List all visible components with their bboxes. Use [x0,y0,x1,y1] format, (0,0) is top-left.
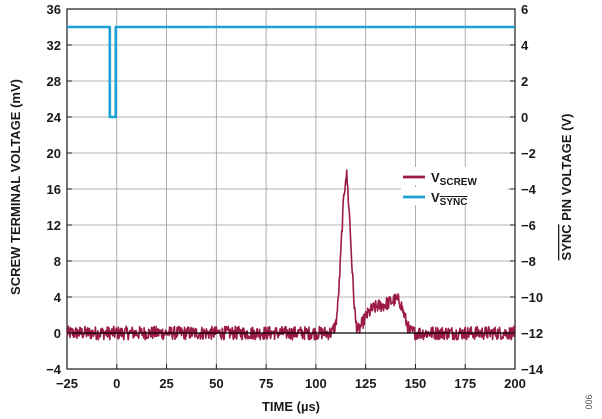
y-right-tick-label: −2 [521,146,536,161]
legend-background [401,167,507,185]
y-right-tick-label: 4 [521,38,529,53]
y-left-tick-label: 4 [54,290,62,305]
y-axis-right-title-overline-part: SYNC [559,224,574,261]
y-left-tick-label: −4 [46,362,62,377]
legend-label: VSYNC [431,190,467,208]
y-axis-left-title: SCREW TERMINAL VOLTAGE (mV) [8,79,23,295]
y-axis-right-title-rest: PIN VOLTAGE (V) [559,114,574,225]
x-tick-label: 0 [113,376,120,391]
y-left-tick-label: 12 [47,218,61,233]
y-left-tick-label: 16 [47,182,61,197]
y-axis-right-title: SYNC PIN VOLTAGE (V) [559,114,574,261]
y-left-tick-label: 28 [47,74,61,89]
y-right-tick-label: −10 [521,290,543,305]
y-right-tick-label: −14 [521,362,544,377]
x-tick-label: 175 [454,376,476,391]
y-left-tick-label: 36 [47,2,61,17]
y-right-tick-label: 2 [521,74,528,89]
y-left-tick-label: 20 [47,146,61,161]
x-axis: −25 0 25 50 75 100 125 150 175 200 [56,364,526,391]
plot-area [66,25,516,341]
y-axis-right: −14 −12 −10 −8 −6 −4 −2 0 2 4 6 [510,2,544,377]
x-tick-label: −25 [56,376,78,391]
y-left-tick-label: 0 [54,326,61,341]
x-tick-label: 75 [259,376,273,391]
y-axis-left: −4 0 4 8 12 16 20 24 28 32 36 [46,2,72,377]
x-tick-label: 125 [355,376,377,391]
series-line-v-sync [67,25,515,119]
x-tick-label: 100 [305,376,327,391]
x-axis-title: TIME (µs) [262,399,320,414]
y-left-tick-label: 24 [47,110,62,125]
y-right-tick-label: −8 [521,254,536,269]
legend-background [401,187,507,205]
legend: VSCREW VSYNC [401,167,507,208]
x-tick-label: 25 [159,376,173,391]
x-tick-label: 50 [209,376,223,391]
y-right-tick-label: −12 [521,326,543,341]
y-right-tick-label: 0 [521,110,528,125]
y-left-tick-label: 32 [47,38,61,53]
legend-label: VSCREW [431,170,477,188]
series-line-v-screw [66,169,516,341]
y-left-tick-label: 8 [54,254,61,269]
y-right-tick-label: −6 [521,218,536,233]
figure-id: 006 [584,394,594,409]
x-tick-label: 150 [405,376,427,391]
y-right-tick-label: 6 [521,2,528,17]
x-tick-label: 200 [504,376,526,391]
y-right-tick-label: −4 [521,182,537,197]
